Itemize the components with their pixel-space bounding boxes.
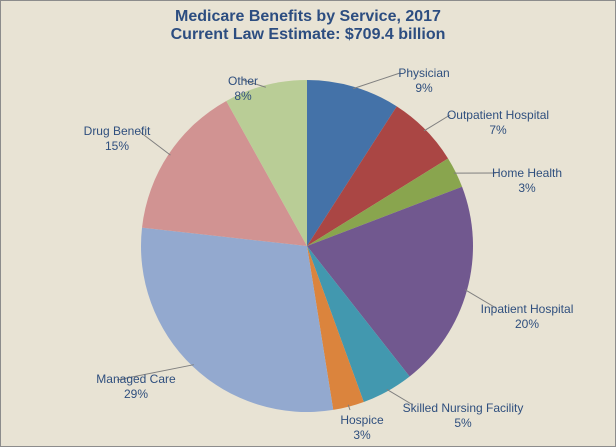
slice-label: Home Health	[491, 166, 563, 180]
leader-line	[139, 131, 171, 156]
slice-percent: 8%	[234, 89, 252, 103]
leader-line	[242, 79, 266, 88]
leader-line	[116, 364, 194, 381]
pie-slice-drug-benefit	[142, 100, 307, 246]
slice-percent: 5%	[454, 416, 472, 430]
slice-percent: 3%	[518, 181, 536, 195]
data-label: Other 8%	[228, 74, 258, 104]
chart-subtitle: Current Law Estimate: $709.4 billion	[170, 26, 446, 43]
leader-line	[353, 72, 401, 90]
pie-slice-skilled-nursing-facility	[307, 246, 410, 402]
data-label: Physician 9%	[398, 66, 449, 96]
leader-line	[423, 114, 451, 132]
pie-slice-inpatient-hospital	[307, 186, 473, 377]
slice-label: Managed Care	[96, 372, 176, 386]
slice-percent: 20%	[514, 317, 540, 331]
slice-percent: 15%	[104, 139, 130, 153]
slice-label: Other	[227, 74, 259, 88]
pie-slice-physician	[307, 80, 397, 246]
pie-slice-home-health	[307, 158, 463, 246]
leader-line	[386, 388, 414, 406]
data-label: Managed Care 29%	[96, 372, 175, 402]
chart-title-block: Medicare Benefits by Service, 2017 Curre…	[0, 8, 616, 44]
slice-percent: 9%	[415, 81, 433, 95]
pie-slice-outpatient-hospital	[307, 106, 449, 246]
slice-label: Outpatient Hospital	[446, 108, 550, 122]
data-label: Outpatient Hospital 7%	[447, 108, 549, 138]
pie-slice-other	[226, 80, 307, 246]
data-label: Hospice 3%	[340, 413, 383, 443]
leader-line	[464, 289, 497, 309]
data-label: Drug Benefit 15%	[84, 124, 151, 154]
slice-label: Inpatient Hospital	[480, 302, 574, 316]
slice-label: Hospice	[340, 413, 384, 427]
pie-slice-managed-care	[140, 227, 334, 413]
data-label: Inpatient Hospital 20%	[481, 302, 574, 332]
slice-label: Skilled Nursing Facility	[402, 401, 524, 415]
slice-percent: 3%	[353, 428, 371, 442]
slice-percent: 29%	[123, 387, 149, 401]
slice-label: Drug Benefit	[83, 124, 151, 138]
leader-line	[347, 404, 351, 411]
slice-label: Physician	[398, 66, 450, 80]
chart-title: Medicare Benefits by Service, 2017	[175, 8, 441, 25]
pie-slice-hospice	[307, 246, 364, 410]
data-label: Home Health 3%	[492, 166, 562, 196]
data-label: Skilled Nursing Facility 5%	[403, 401, 524, 431]
slice-percent: 7%	[489, 123, 507, 137]
